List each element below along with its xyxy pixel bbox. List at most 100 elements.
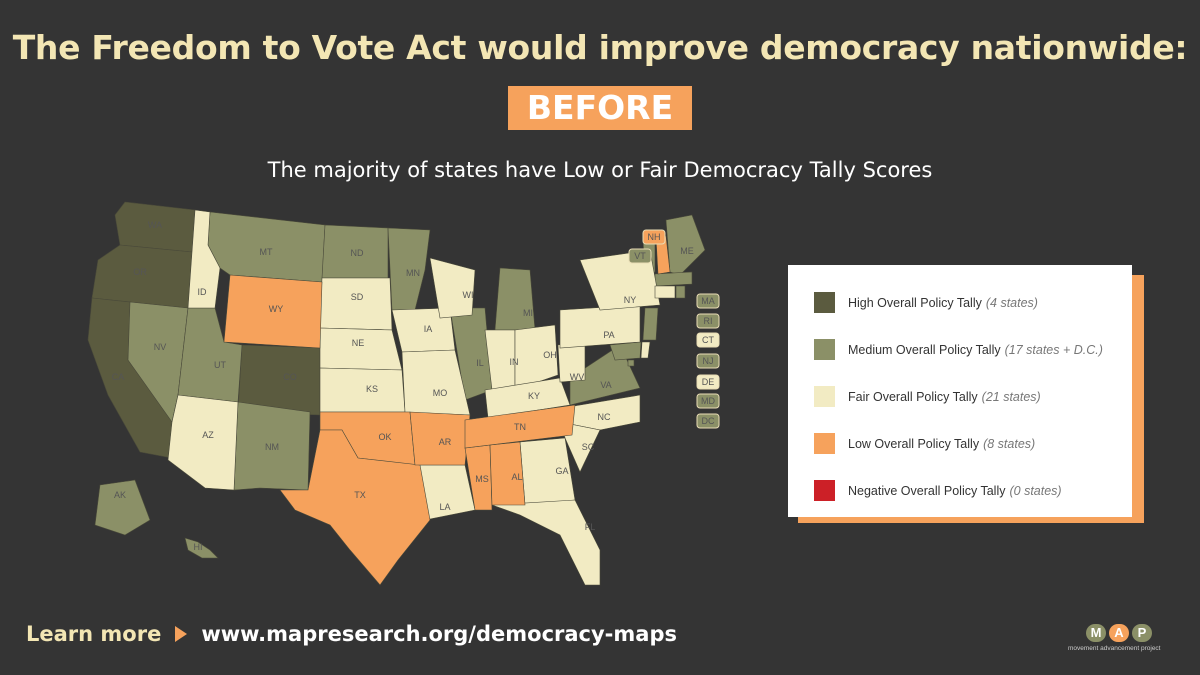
state-label: CO: [283, 372, 297, 382]
state-label: CA: [112, 372, 125, 382]
state-label: AK: [114, 490, 126, 500]
state-label: AZ: [202, 430, 214, 440]
page-title: The Freedom to Vote Act would improve de…: [12, 28, 1188, 67]
state-ks: [319, 367, 406, 413]
callout-de: DE: [696, 374, 720, 390]
subtitle: The majority of states have Low or Fair …: [267, 158, 933, 182]
legend-label: High Overall Policy Tally (4 states): [848, 295, 1038, 310]
state-label: OH: [543, 350, 557, 360]
map-logo: M A P movement advancement project: [1068, 624, 1178, 658]
state-label: SC: [582, 442, 595, 452]
callout-md: MD: [696, 393, 720, 409]
state-label: AL: [511, 472, 522, 482]
state-id: [187, 209, 221, 309]
state-mi: [494, 267, 536, 331]
state-label: NE: [352, 338, 365, 348]
state-tx: [279, 429, 431, 586]
callout-ri: RI: [696, 313, 720, 329]
state-label: NC: [598, 412, 611, 422]
state-label: NV: [154, 342, 167, 352]
state-label: NM: [265, 442, 279, 452]
state-label: HI: [194, 542, 203, 552]
logo-subtitle: movement advancement project: [1068, 645, 1161, 652]
legend-label: Low Overall Policy Tally (8 states): [848, 436, 1036, 451]
state-label: SD: [351, 292, 364, 302]
footer: Learn more www.mapresearch.org/democracy…: [26, 622, 677, 646]
legend-item-high: High Overall Policy Tally (4 states): [814, 279, 1132, 326]
state-label: IN: [510, 357, 519, 367]
state-de: [640, 341, 651, 359]
legend: High Overall Policy Tally (4 states) Medi…: [788, 265, 1132, 517]
state-ri: [675, 285, 686, 299]
state-dc: [627, 359, 635, 367]
state-label: AR: [439, 437, 452, 447]
state-label: KY: [528, 391, 540, 401]
state-wy: [223, 274, 323, 349]
logo-letter: P: [1132, 624, 1152, 642]
state-label: MD: [701, 396, 715, 406]
legend-label: Medium Overall Policy Tally (17 states + …: [848, 342, 1103, 357]
state-label: KS: [366, 384, 378, 394]
state-label: WA: [148, 220, 162, 230]
before-badge: BEFORE: [508, 86, 692, 130]
state-label: IA: [424, 324, 433, 334]
state-label: ND: [351, 248, 364, 258]
state-label: NJ: [703, 356, 714, 366]
legend-item-negative: Negative Overall Policy Tally (0 states): [814, 467, 1132, 514]
state-label: NY: [624, 295, 637, 305]
state-label: MO: [433, 388, 448, 398]
state-label: WI: [463, 290, 474, 300]
learn-more-text: Learn more: [26, 622, 162, 646]
state-label: MA: [701, 296, 715, 306]
legend-swatch-negative: [814, 480, 835, 501]
state-label: VT: [634, 251, 646, 261]
callout-ct: CT: [696, 332, 720, 348]
legend-item-medium: Medium Overall Policy Tally (17 states + …: [814, 326, 1132, 373]
state-label: VA: [600, 380, 611, 390]
us-map: WA OR CA CO NV UT MT ND MN MI IL NM VA ME VT MA RI NJ MD DC…: [87, 201, 720, 586]
state-ar: [409, 411, 471, 466]
legend-item-low: Low Overall Policy Tally (8 states): [814, 420, 1132, 467]
legend-label: Fair Overall Policy Tally (21 states): [848, 389, 1041, 404]
state-label: MN: [406, 268, 420, 278]
state-label: ME: [680, 246, 694, 256]
state-az: [167, 394, 239, 491]
legend-label: Negative Overall Policy Tally (0 states): [848, 483, 1062, 498]
state-label: WY: [269, 304, 284, 314]
state-ne: [319, 327, 403, 371]
state-va: [569, 344, 641, 406]
state-label: RI: [704, 316, 713, 326]
state-fl: [491, 499, 601, 586]
logo-letter: A: [1109, 624, 1129, 642]
state-mn: [387, 227, 431, 311]
website-link[interactable]: www.mapresearch.org/democracy-maps: [201, 622, 677, 646]
state-label: GA: [555, 466, 568, 476]
legend-swatch-high: [814, 292, 835, 313]
state-label: OK: [378, 432, 391, 442]
callout-nj: NJ: [696, 353, 720, 369]
state-label: CT: [702, 335, 714, 345]
legend-swatch-medium: [814, 339, 835, 360]
state-label: MS: [475, 474, 489, 484]
state-me: [665, 214, 706, 276]
state-pa: [559, 304, 641, 349]
state-label: DE: [702, 377, 715, 387]
arrow-right-icon: [175, 626, 188, 642]
state-nj: [642, 307, 659, 341]
state-label: NH: [648, 232, 661, 242]
state-label: OR: [133, 267, 147, 277]
state-label: ID: [198, 287, 208, 297]
state-label: TN: [514, 422, 526, 432]
state-wi: [429, 257, 476, 319]
state-label: WV: [570, 372, 585, 382]
state-label: MI: [523, 308, 533, 318]
state-label: TX: [354, 490, 366, 500]
callout-dc: DC: [696, 413, 720, 429]
state-label: FL: [585, 522, 596, 532]
state-sd: [319, 277, 393, 331]
state-md: [609, 341, 642, 361]
state-tn: [464, 404, 576, 449]
state-label: IL: [476, 358, 484, 368]
state-ny: [579, 249, 661, 311]
state-hi: [184, 537, 219, 559]
